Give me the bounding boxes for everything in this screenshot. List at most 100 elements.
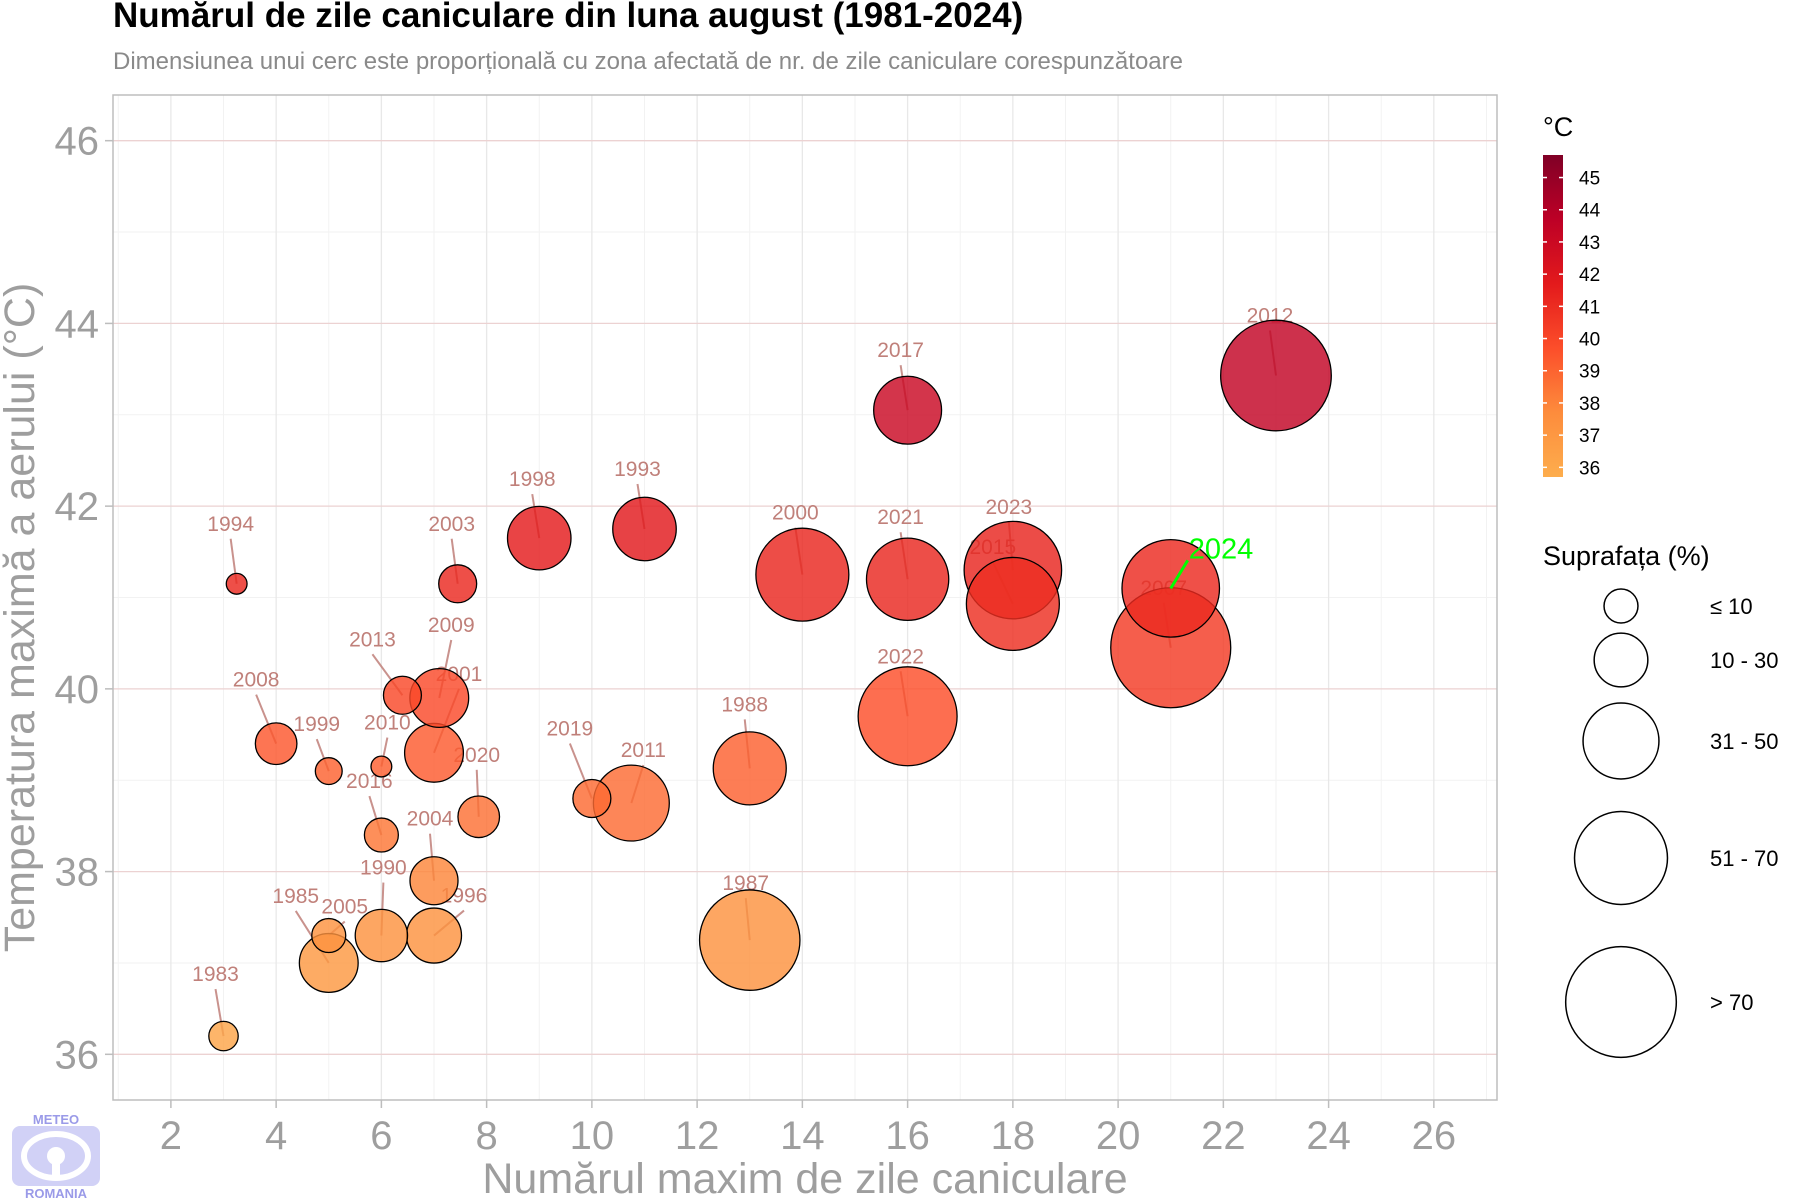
x-tick-label: 22	[1201, 1114, 1246, 1158]
x-tick-label: 8	[476, 1114, 498, 1158]
point-label-2010: 2010	[364, 712, 411, 735]
data-points: 2024	[208, 319, 1332, 1052]
size-legend-circle	[1593, 632, 1649, 688]
color-bar	[1543, 155, 1563, 477]
color-tick-label: 45	[1579, 169, 1600, 190]
x-tick-label: 14	[780, 1114, 825, 1158]
bubble-2015	[965, 556, 1060, 652]
bubble-2020	[457, 795, 501, 839]
color-tick-label: 41	[1579, 297, 1600, 318]
bubble-2010	[370, 755, 393, 778]
bubble-1988	[712, 731, 787, 806]
bubble-2012	[1220, 319, 1332, 432]
size-legend-label: 51 - 70	[1710, 846, 1779, 871]
meteo-romania-logo: METEO ROMANIA	[12, 1112, 100, 1200]
bubble-1993	[612, 496, 677, 562]
grid-lines	[113, 95, 1497, 1100]
x-tick-label: 16	[885, 1114, 930, 1158]
bubble-2005	[311, 917, 347, 954]
bubble-2016	[363, 817, 400, 853]
x-tick-label: 10	[570, 1114, 615, 1158]
point-label-2005: 2005	[321, 896, 368, 919]
size-legend-label: > 70	[1710, 990, 1753, 1015]
color-tick-label: 37	[1579, 426, 1600, 447]
bubble-1998	[506, 505, 572, 571]
size-legend-label: ≤ 10	[1710, 594, 1753, 619]
color-tick-label: 40	[1579, 330, 1600, 351]
color-tick-label: 38	[1579, 394, 1600, 415]
axes: 2 4 6 8 10 12 14 16 18 20 22 24 26363840424446Număru…	[0, 94, 1498, 1200]
bubble-2008	[254, 722, 298, 766]
point-label-2020: 2020	[453, 744, 500, 767]
point-label-1990: 1990	[360, 857, 407, 880]
bubble-1996	[405, 907, 463, 964]
point-label-2023: 2023	[986, 496, 1033, 519]
point-label-2022: 2022	[877, 645, 924, 668]
point-label-2004: 2004	[407, 808, 454, 831]
chart-title: Numărul de zile caniculare din luna augu…	[113, 0, 1024, 35]
point-label-2013: 2013	[349, 628, 396, 651]
logo-bottom-text: ROMANIA	[25, 1186, 88, 1200]
size-legend: Suprafața (%)≤ 10 10 - 30 31 - 50 51 - 70 > …	[1543, 541, 1779, 1059]
point-label-1985: 1985	[272, 885, 319, 908]
y-tick-label: 46	[55, 120, 100, 164]
color-legend: °C 45 44 43 42 41 40 39 38 37 36	[1543, 112, 1601, 479]
y-axis-label: Temperatura maximă a aerului (°C)	[0, 283, 44, 953]
size-legend-circle	[1582, 702, 1660, 780]
x-tick-label: 18	[991, 1114, 1036, 1158]
point-label-1988: 1988	[721, 693, 768, 716]
size-legend-circle	[1573, 810, 1669, 906]
bubble-2019	[572, 778, 612, 819]
x-tick-label: 24	[1306, 1114, 1351, 1158]
size-legend-circle	[1603, 588, 1639, 624]
bubble-1999	[314, 757, 343, 786]
x-tick-label: 6	[370, 1114, 392, 1158]
point-label-1998: 1998	[509, 468, 556, 491]
plot-border	[112, 94, 1498, 1101]
color-tick-label: 43	[1579, 233, 1600, 254]
point-label-1999: 1999	[293, 713, 340, 736]
point-label-2009: 2009	[428, 614, 475, 637]
logo-top-text: METEO	[33, 1112, 79, 1127]
x-tick-label: 20	[1096, 1114, 1141, 1158]
color-tick-label: 39	[1579, 362, 1600, 383]
color-tick-label: 44	[1579, 201, 1601, 222]
bubble-2013	[382, 675, 423, 715]
point-label-1993: 1993	[614, 458, 661, 481]
point-label-2017: 2017	[877, 339, 924, 362]
x-tick-label: 12	[675, 1114, 720, 1158]
y-tick-label: 38	[55, 851, 100, 895]
bubble-1987	[698, 889, 801, 991]
color-legend-title: °C	[1543, 112, 1573, 142]
bubble-2017	[873, 375, 943, 445]
x-axis-label: Numărul maxim de zile caniculare	[482, 1155, 1127, 1200]
size-legend-label: 31 - 50	[1710, 729, 1779, 754]
bubble-2022	[857, 666, 958, 767]
bubble-1983	[208, 1020, 239, 1052]
chart-subtitle: Dimensiunea unui cerc este proporțională…	[113, 48, 1183, 75]
color-tick-label: 36	[1579, 458, 1600, 479]
x-tick-label: 26	[1412, 1114, 1457, 1158]
point-label-2008: 2008	[233, 669, 280, 692]
point-label-2011: 2011	[621, 739, 666, 762]
y-tick-label: 36	[55, 1033, 100, 1077]
label-leader-line-highlight	[1169, 559, 1190, 590]
point-label-1994: 1994	[207, 513, 254, 536]
bubble-2001	[403, 722, 465, 783]
color-tick-label: 42	[1579, 265, 1600, 286]
bubble-2004	[409, 856, 459, 906]
point-label-2021: 2021	[877, 506, 924, 529]
y-tick-label: 40	[55, 668, 100, 712]
y-tick-label: 42	[55, 485, 100, 529]
point-label-2003: 2003	[428, 513, 475, 536]
point-label-1983: 1983	[192, 963, 239, 986]
y-tick-label: 44	[55, 302, 100, 346]
bubble-1990	[354, 908, 409, 963]
x-tick-label: 4	[265, 1114, 287, 1158]
bubble-2000	[755, 527, 850, 622]
size-legend-title: Suprafața (%)	[1543, 541, 1710, 571]
bubble-2003	[438, 564, 478, 604]
bubble-2021	[865, 537, 950, 622]
bubble-1994	[225, 572, 248, 595]
